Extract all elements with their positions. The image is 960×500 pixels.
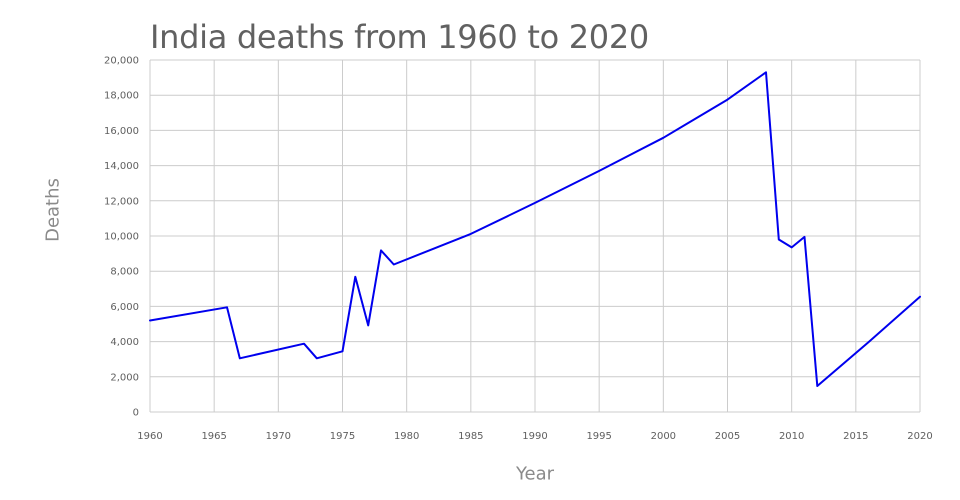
x-tick-label: 2010 xyxy=(779,431,804,442)
series-group xyxy=(149,71,921,387)
x-tick-label: 1990 xyxy=(522,431,547,442)
tick-labels: 1960 1965 1970 1975 1980 1985 1990 1995 2000 2005… xyxy=(104,56,933,443)
x-tick-label: 2015 xyxy=(843,431,868,442)
y-tick-label: 20,000 xyxy=(104,56,139,67)
y-tick-label: 4,000 xyxy=(110,337,139,348)
y-tick-label: 12,000 xyxy=(104,196,139,207)
x-tick-label: 2020 xyxy=(907,431,932,442)
x-tick-label: 2005 xyxy=(715,431,740,442)
x-tick-label: 1995 xyxy=(586,431,611,442)
y-tick-label: 6,000 xyxy=(110,302,139,313)
x-tick-label: 1965 xyxy=(201,431,226,442)
x-tick-label: 1970 xyxy=(266,431,291,442)
y-tick-label: 10,000 xyxy=(104,232,139,243)
y-tick-label: 18,000 xyxy=(104,91,139,102)
x-tick-label: 1960 xyxy=(137,431,162,442)
y-tick-label: 0 xyxy=(133,408,139,419)
x-axis-label: Year xyxy=(515,463,555,485)
y-tick-label: 8,000 xyxy=(110,267,139,278)
y-tick-label: 14,000 xyxy=(104,161,139,172)
grid-lines xyxy=(149,59,921,413)
y-tick-label: 16,000 xyxy=(104,126,139,137)
x-tick-label: 2000 xyxy=(651,431,676,442)
y-tick-label: 2,000 xyxy=(110,372,139,383)
chart-title: India deaths from 1960 to 2020 xyxy=(150,18,649,56)
x-tick-label: 1985 xyxy=(458,431,483,442)
x-tick-label: 1975 xyxy=(330,431,355,442)
x-tick-label: 1980 xyxy=(394,431,419,442)
series-line xyxy=(149,71,921,387)
